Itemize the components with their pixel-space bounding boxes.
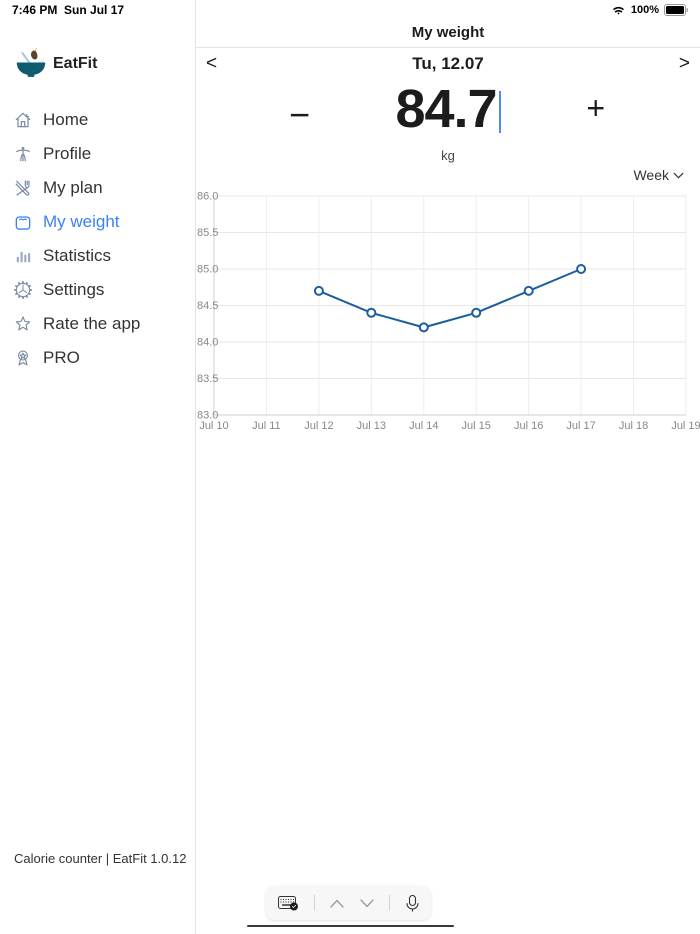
svg-text:Jul 13: Jul 13 — [357, 420, 386, 432]
svg-text:Jul 14: Jul 14 — [409, 420, 438, 432]
svg-text:85.0: 85.0 — [197, 264, 218, 276]
svg-text:85.5: 85.5 — [197, 227, 218, 239]
svg-text:Jul 18: Jul 18 — [619, 420, 648, 432]
svg-text:Jul 10: Jul 10 — [199, 420, 228, 432]
svg-text:Jul 19: Jul 19 — [671, 420, 700, 432]
svg-text:Jul 17: Jul 17 — [566, 420, 595, 432]
svg-text:Jul 12: Jul 12 — [304, 420, 333, 432]
svg-text:86.0: 86.0 — [197, 191, 218, 203]
svg-text:Jul 11: Jul 11 — [252, 420, 281, 432]
svg-text:84.5: 84.5 — [197, 300, 218, 312]
svg-text:Jul 16: Jul 16 — [514, 420, 543, 432]
svg-text:83.5: 83.5 — [197, 373, 218, 385]
svg-text:84.0: 84.0 — [197, 337, 218, 349]
svg-text:Jul 15: Jul 15 — [462, 420, 491, 432]
